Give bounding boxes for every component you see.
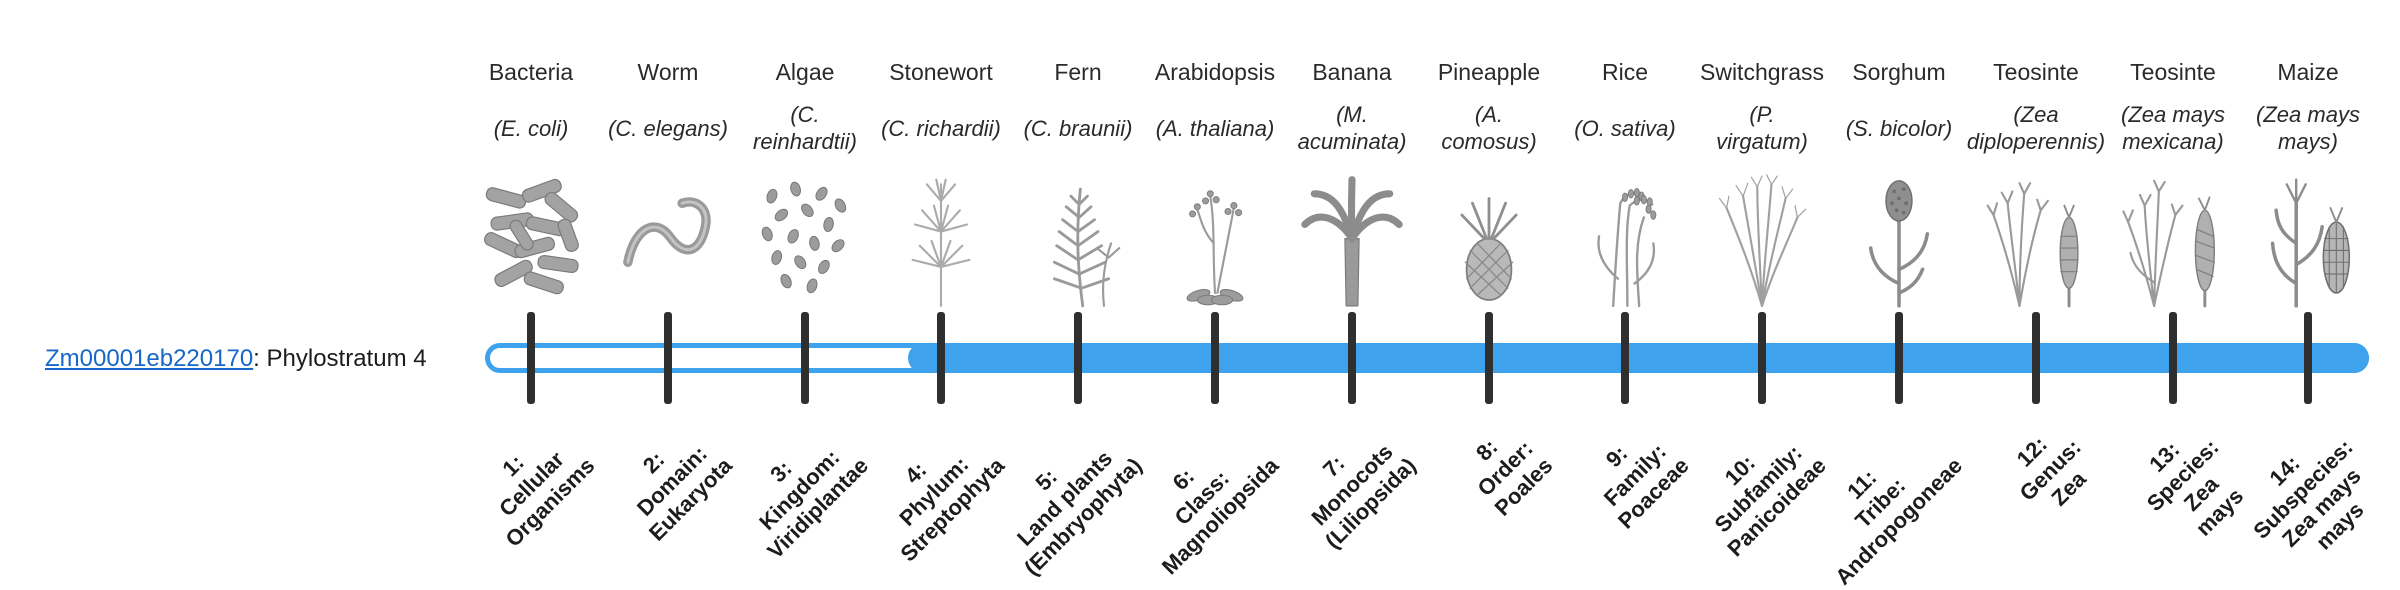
organism-scientific-name: (P. virgatum) (1716, 102, 1808, 154)
organism-column-banana: Banana (M. acuminata) (1277, 56, 1427, 312)
organism-common-name: Banana (1312, 59, 1392, 85)
organism-common-name: Switchgrass (1700, 59, 1824, 85)
rice-illustration (1550, 164, 1700, 312)
organism-column-worm: Worm (C. elegans) (593, 56, 743, 312)
organism-column-algae: Algae (C. reinhardtii) (730, 56, 880, 312)
gene-phylostratum-text: : Phylostratum 4 (253, 345, 427, 372)
algae-illustration (730, 164, 880, 312)
phylostratum-tick-13 (2169, 312, 2177, 404)
organism-column-sorghum: Sorghum (S. bicolor) (1824, 56, 1974, 312)
organism-scientific-name: (E. coli) (493, 115, 569, 141)
organism-scientific-name: (O. sativa) (1574, 115, 1676, 141)
organism-common-name: Maize (2277, 59, 2339, 85)
fern-illustration (1003, 164, 1153, 312)
organism-scientific-name: (A. comosus) (1441, 102, 1537, 154)
organism-common-name: Pineapple (1437, 59, 1541, 85)
organism-common-name: Teosinte (2130, 59, 2216, 85)
organism-column-bacteria: Bacteria (E. coli) (456, 56, 606, 312)
organism-column-teosinte-mexicana: Teosinte (Zea mays mexicana) (2098, 56, 2248, 312)
teosinte-mexicana-illustration (2098, 164, 2248, 312)
organism-common-name: Stonewort (889, 59, 993, 85)
organism-common-name: Bacteria (488, 59, 574, 85)
phylostratum-tick-9 (1621, 312, 1629, 404)
stratum-label-8: 8: Order: Poales (1471, 434, 1558, 521)
stratum-label-7: 7: Monocots (Liliopsida) (1306, 439, 1421, 554)
organism-column-arabidopsis: Arabidopsis (A. thaliana) (1140, 56, 1290, 312)
phylostratum-tick-14 (2304, 312, 2312, 404)
organism-column-switchgrass: Switchgrass (P. virgatum) (1687, 56, 1837, 312)
pineapple-illustration (1414, 164, 1564, 312)
organism-scientific-name: (C. richardii) (881, 115, 1001, 141)
teosinte-diploperennis-illustration (1961, 164, 2111, 312)
gene-id-link[interactable]: Zm00001eb220170 (45, 345, 254, 372)
stratum-label-4: 4: Phylum: Streptophyta (894, 451, 1010, 567)
organism-common-name: Fern (1054, 59, 1102, 85)
maize-illustration (2233, 164, 2383, 312)
organism-scientific-name: (S. bicolor) (1845, 115, 1953, 141)
organism-common-name: Sorghum (1852, 59, 1946, 85)
arabidopsis-illustration (1140, 164, 1290, 312)
organism-common-name: Rice (1601, 59, 1648, 85)
organism-scientific-name: (M. acuminata) (1297, 102, 1407, 154)
stratum-label-3: 3: Kingdom: Viridiplantae (754, 444, 874, 564)
banana-illustration (1277, 164, 1427, 312)
stratum-label-6: 6: Class: Magnoliopsida (1156, 452, 1284, 580)
phylostratum-tick-3 (801, 312, 809, 404)
phylostratum-tick-10 (1758, 312, 1766, 404)
switchgrass-illustration (1687, 164, 1837, 312)
stratum-label-11: 11: Tribe: Andropogoneae (1830, 452, 1968, 590)
bacteria-illustration (456, 164, 606, 312)
organism-scientific-name: (C. elegans) (608, 115, 728, 141)
organism-common-name: Teosinte (1993, 59, 2079, 85)
organism-column-stonewort: Stonewort (C. richardii) (866, 56, 1016, 312)
organism-column-maize: Maize (Zea mays mays) (2233, 56, 2383, 312)
organism-common-name: Arabidopsis (1154, 59, 1276, 85)
organism-scientific-name: (A. thaliana) (1155, 115, 1275, 141)
stratum-label-5: 5: Land plants (Embryophyta) (1011, 445, 1147, 581)
phylostratum-tick-11 (1895, 312, 1903, 404)
phylostratum-tick-1 (527, 312, 535, 404)
organism-column-rice: Rice (O. sativa) (1550, 56, 1700, 312)
organism-common-name: Algae (775, 59, 835, 85)
phylostratum-tick-12 (2032, 312, 2040, 404)
phylostratum-tick-6 (1211, 312, 1219, 404)
organism-column-fern: Fern (C. braunii) (1003, 56, 1153, 312)
stratum-label-9: 9: Family: Poaceae (1598, 438, 1694, 534)
gene-label: Zm00001eb220170: Phylostratum 4 (45, 344, 427, 373)
stratum-label-12: 12: Genus: Zea (2011, 431, 2092, 511)
organism-column-teosinte-diploperennis: Teosinte (Zea diploperennis) (1961, 56, 2111, 312)
organism-column-pineapple: Pineapple (A. comosus) (1414, 56, 1564, 312)
organism-scientific-name: (Zea mays mays) (2256, 102, 2360, 154)
phylostratum-tick-4 (937, 312, 945, 404)
organism-scientific-name: (C. reinhardtii) (753, 102, 857, 154)
phylostratum-tick-7 (1348, 312, 1356, 404)
phylostratum-tick-8 (1485, 312, 1493, 404)
organism-scientific-name: (Zea mays mexicana) (2121, 102, 2225, 154)
phylostratum-tick-2 (664, 312, 672, 404)
stonewort-illustration (866, 164, 1016, 312)
phylostratum-bar-fill (908, 343, 2369, 373)
stratum-label-1: 1: Cellular Organisms (494, 446, 600, 552)
sorghum-illustration (1824, 164, 1974, 312)
organism-scientific-name: (Zea diploperennis) (1966, 102, 2106, 154)
phylostratum-tick-5 (1074, 312, 1082, 404)
worm-illustration (593, 164, 743, 312)
stratum-label-2: 2: Domain: Eukaryota (631, 440, 737, 546)
organism-common-name: Worm (637, 59, 699, 85)
stratum-label-13: 13: Species: Zea mays (2141, 434, 2248, 541)
organism-scientific-name: (C. braunii) (1023, 115, 1133, 141)
stratum-label-14: 14: Subspecies: Zea mays mays (2248, 434, 2369, 555)
